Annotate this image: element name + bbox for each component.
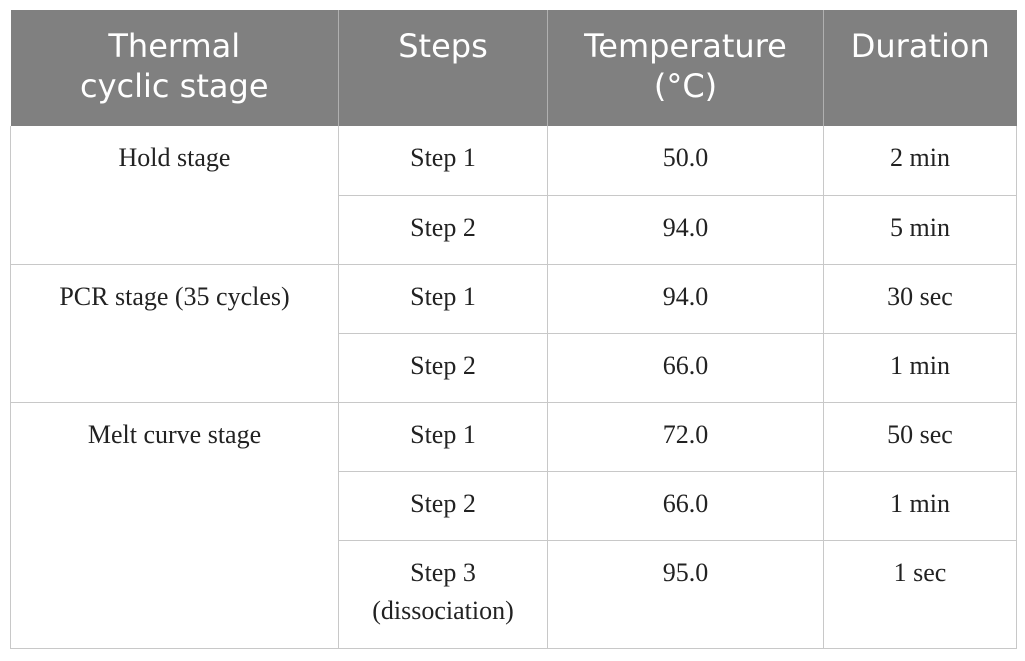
stage-cell-melt-curve: Melt curve stage — [10, 402, 339, 649]
header-stage-line2: cyclic stage — [80, 67, 269, 105]
header-duration: Duration — [823, 10, 1017, 126]
header-stage-line1: Thermal — [108, 27, 241, 65]
temperature-cell: 66.0 — [547, 471, 824, 541]
pcr-conditions-table: Thermal cyclic stage Steps Temperature (… — [10, 10, 1017, 649]
stage-cell-pcr: PCR stage (35 cycles) — [10, 264, 339, 403]
table-body: Hold stage Step 1 50.0 2 min Step 2 94.0… — [10, 126, 1017, 649]
header-steps: Steps — [338, 10, 548, 126]
header-stage: Thermal cyclic stage — [10, 10, 339, 126]
duration-cell: 50 sec — [823, 402, 1017, 472]
header-row: Thermal cyclic stage Steps Temperature (… — [10, 10, 1017, 126]
step-cell: Step 1 — [338, 264, 548, 334]
header-temperature: Temperature (°C) — [547, 10, 824, 126]
step-cell: Step 1 — [338, 126, 548, 196]
table-row: Hold stage Step 1 50.0 2 min — [10, 126, 1017, 265]
table-row: PCR stage (35 cycles) Step 1 94.0 30 sec — [10, 264, 1017, 403]
table-row: Step 2 94.0 5 min — [11, 195, 1017, 265]
header-temperature-line1: Temperature — [584, 27, 787, 65]
temperature-cell: 66.0 — [547, 333, 824, 403]
temperature-cell: 50.0 — [547, 126, 824, 196]
step-note: (dissociation) — [372, 595, 514, 625]
step-label: Step 3 — [410, 557, 476, 587]
table-row: Step 2 66.0 1 min — [11, 471, 1017, 541]
step-cell: Step 2 — [338, 195, 548, 265]
table-row: Melt curve stage Step 1 72.0 50 sec — [10, 402, 1017, 649]
temperature-cell: 95.0 — [547, 540, 824, 649]
duration-cell: 5 min — [823, 195, 1017, 265]
step-cell: Step 2 — [338, 471, 548, 541]
header-temperature-line2: (°C) — [653, 67, 718, 105]
step-cell: Step 2 — [338, 333, 548, 403]
duration-cell: 1 min — [823, 471, 1017, 541]
step-cell: Step 1 — [338, 402, 548, 472]
step-cell: Step 3 (dissociation) — [338, 540, 548, 649]
duration-cell: 30 sec — [823, 264, 1017, 334]
temperature-cell: 72.0 — [547, 402, 824, 472]
table-header: Thermal cyclic stage Steps Temperature (… — [10, 10, 1017, 126]
table-row: Step 2 66.0 1 min — [11, 333, 1017, 403]
duration-cell: 1 min — [823, 333, 1017, 403]
temperature-cell: 94.0 — [547, 195, 824, 265]
temperature-cell: 94.0 — [547, 264, 824, 334]
stage-cell-hold: Hold stage — [10, 126, 339, 265]
duration-cell: 2 min — [823, 126, 1017, 196]
duration-cell: 1 sec — [823, 540, 1017, 649]
table-row: Step 3 (dissociation) 95.0 1 sec — [11, 540, 1017, 649]
